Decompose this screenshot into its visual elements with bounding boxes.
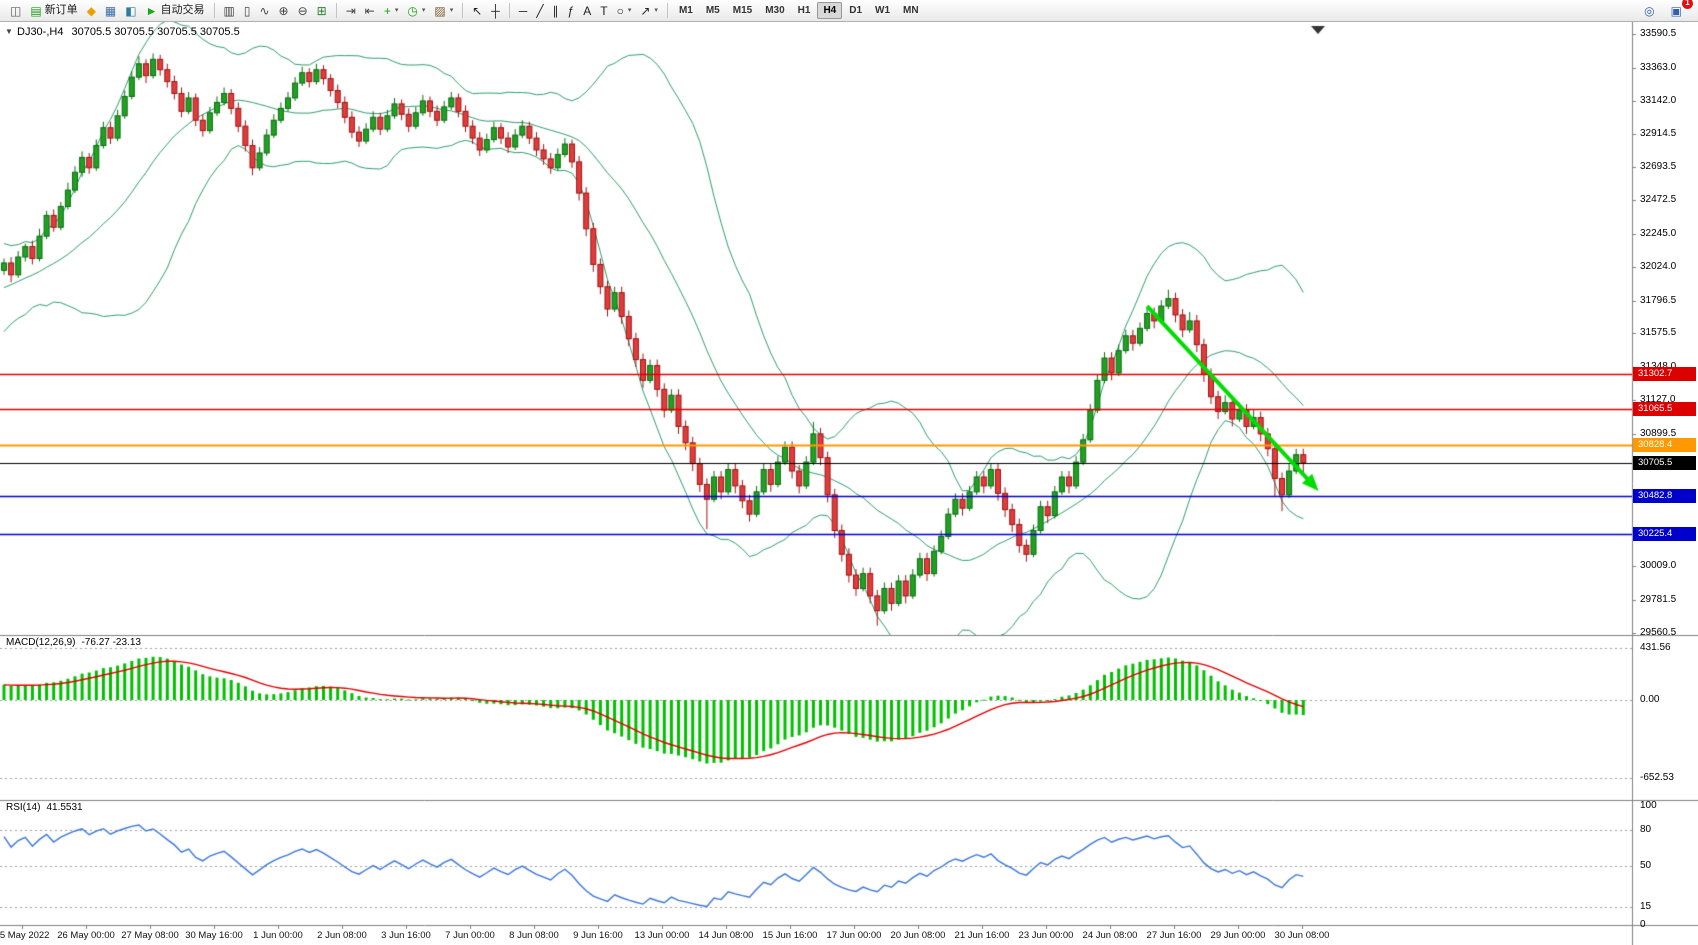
notifications-icon[interactable]: ▣ 1 — [1667, 0, 1693, 20]
line-chart-icon: ∿ — [259, 3, 270, 18]
text-icon[interactable]: A — [579, 2, 595, 20]
toolbar-separator — [462, 3, 464, 18]
auto-scroll-icon[interactable]: ⇥ — [342, 2, 360, 20]
cursor-icon[interactable]: ↖ — [468, 2, 486, 20]
zoom-out-icon[interactable]: ⊖ — [294, 2, 312, 20]
chart-canvas[interactable] — [0, 22, 1698, 945]
crosshair-icon[interactable]: ┼ — [487, 2, 504, 20]
timeframe-w1[interactable]: W1 — [875, 5, 891, 16]
candlestick-chart-icon: ▯ — [243, 3, 251, 18]
toolbar-separator — [335, 3, 337, 18]
new-order-icon: ▤ — [30, 3, 42, 18]
periods-icon[interactable]: ◷ ▾ — [403, 2, 429, 20]
bar-chart-icon: ▥ — [223, 3, 235, 18]
text-icon: A — [583, 3, 592, 18]
timeframe-m5[interactable]: M5 — [705, 5, 720, 16]
zoom-in-icon: ⊕ — [278, 3, 289, 18]
dropdown-caret[interactable]: ▾ — [627, 7, 632, 14]
navigator-icon[interactable]: ◧ — [121, 2, 140, 20]
autotrading-icon: ► — [145, 3, 158, 18]
trendline-icon[interactable]: ╱ — [532, 2, 547, 20]
navigator-icon: ◧ — [125, 3, 137, 18]
periods-icon: ◷ — [407, 3, 418, 18]
shapes-icon[interactable]: ○ ▾ — [613, 2, 636, 20]
tile-windows-icon[interactable]: ⊞ — [313, 2, 331, 20]
toolbar-separator — [213, 3, 215, 18]
bar-chart-icon[interactable]: ▥ — [220, 2, 239, 20]
candlestick-chart-icon[interactable]: ▯ — [240, 2, 255, 20]
metaeditor-icon[interactable]: ◆ — [83, 2, 100, 20]
new-order-button-label: 新订单 — [44, 4, 78, 16]
zoom-in-icon[interactable]: ⊕ — [275, 2, 293, 20]
indicators-icon: + — [383, 3, 391, 18]
channel-icon: ∥ — [552, 3, 559, 18]
toolbar-separator — [508, 3, 510, 18]
arrows-icon: ↗ — [640, 3, 651, 18]
charts-list-icon[interactable]: ◫ — [6, 2, 25, 20]
line-chart-icon[interactable]: ∿ — [255, 2, 273, 20]
timeframe-h4[interactable]: H4 — [817, 2, 843, 19]
dropdown-caret[interactable]: ▾ — [654, 7, 658, 14]
label-icon[interactable]: T — [596, 2, 611, 20]
fibonacci-icon: ƒ — [567, 3, 575, 18]
search-icon[interactable]: ◎ — [1640, 2, 1658, 20]
fibonacci-icon[interactable]: ƒ — [564, 2, 579, 20]
channel-icon[interactable]: ∥ — [549, 2, 563, 20]
main-toolbar: ◫ ▤ 新订单 ◆ ▦ ◧ ► 自动交易 ▥ ▯ ∿ ⊕ ⊖ ⊞ ⇥ ⇤ + ▾ ◷ ▾ ▨ ▾ ↖ ┼ ─ ╱ ∥ ƒ A T ○ ▾ ↗ ▾ M… — [0, 0, 1698, 22]
cursor-icon: ↖ — [472, 3, 483, 18]
timeframe-mn[interactable]: MN — [903, 5, 919, 16]
label-icon: T — [600, 3, 608, 18]
horizontal-line-icon[interactable]: ─ — [515, 2, 532, 20]
chart-shift-icon: ⇤ — [364, 3, 375, 18]
shapes-icon: ○ — [616, 3, 624, 18]
templates-icon[interactable]: ▨ ▾ — [430, 2, 457, 20]
notification-count-badge: 1 — [1682, 0, 1693, 9]
market-watch-icon: ▦ — [104, 3, 117, 18]
horizontal-line-icon: ─ — [518, 3, 528, 18]
market-watch-icon[interactable]: ▦ — [101, 2, 120, 20]
autotrading-button[interactable]: ► 自动交易 — [142, 2, 209, 20]
crosshair-icon: ┼ — [491, 3, 500, 18]
dropdown-caret[interactable]: ▾ — [449, 7, 454, 14]
templates-icon: ▨ — [434, 3, 446, 18]
toolbar-separator — [666, 3, 668, 18]
search-icon: ◎ — [1644, 3, 1655, 18]
tile-windows-icon: ⊞ — [316, 3, 327, 18]
dropdown-caret[interactable]: ▾ — [394, 7, 399, 14]
dropdown-caret[interactable]: ▾ — [421, 7, 426, 14]
timeframe-h1[interactable]: H1 — [797, 5, 811, 16]
toolbar-right-icons: ◎ ▣ 1 — [1640, 0, 1693, 20]
trendline-icon: ╱ — [536, 3, 544, 18]
new-order-button[interactable]: ▤ 新订单 — [26, 2, 81, 20]
notifications-icon: ▣ — [1670, 3, 1682, 18]
autotrading-button-label: 自动交易 — [160, 4, 205, 16]
charts-list-icon: ◫ — [10, 3, 22, 18]
zoom-out-icon: ⊖ — [297, 3, 308, 18]
arrows-icon[interactable]: ↗ ▾ — [636, 2, 662, 20]
indicators-icon[interactable]: + ▾ — [380, 2, 403, 20]
timeframe-m30[interactable]: M30 — [765, 5, 785, 16]
timeframe-m1[interactable]: M1 — [678, 5, 693, 16]
chart-shift-icon[interactable]: ⇤ — [361, 2, 379, 20]
timeframe-m15[interactable]: M15 — [732, 5, 753, 16]
metaeditor-icon: ◆ — [86, 3, 96, 18]
auto-scroll-icon: ⇥ — [345, 3, 356, 18]
timeframe-d1[interactable]: D1 — [849, 5, 863, 16]
